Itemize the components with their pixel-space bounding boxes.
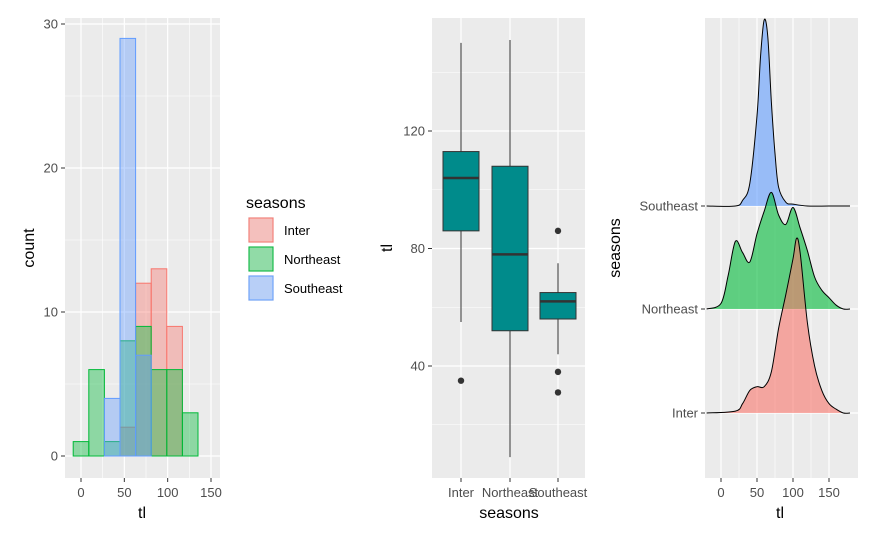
box-outlier-southeast: [554, 368, 562, 376]
box-y-tick-label: 40: [411, 359, 425, 374]
histogram-plot: 0 10 20 30 0 50 100 150 tl count: [21, 17, 222, 523]
ridge-y-tick-label: Northeast: [642, 302, 699, 317]
legend-label-northeast: Northeast: [284, 252, 341, 267]
hist-y-tick-label: 0: [51, 449, 58, 464]
hist-y-tick-label: 10: [44, 305, 58, 320]
hist-x-tick-label: 150: [200, 485, 222, 500]
box-outlier-inter: [457, 377, 465, 384]
hist-x-tick-label: 100: [157, 485, 179, 500]
histogram-y-axis-title: count: [21, 228, 38, 268]
legend-title: seasons: [246, 195, 306, 212]
legend-label-southeast: Southeast: [284, 281, 343, 296]
box-iqr-southeast: [539, 292, 577, 320]
legend: seasons Inter Northeast Southeast: [246, 195, 343, 301]
ridge-x-tick-label: 150: [818, 485, 840, 500]
ridgeline-y-axis-title: seasons: [607, 218, 624, 278]
legend-swatch-northeast: [248, 246, 274, 272]
box-iqr-inter: [442, 151, 480, 232]
boxplot-y-axis-title: tl: [379, 244, 396, 252]
legend-label-inter: Inter: [284, 223, 311, 238]
hist-bar-northeast: [166, 369, 183, 457]
legend-swatch-southeast: [248, 275, 274, 301]
hist-bar-northeast: [88, 369, 105, 457]
hist-x-tick-label: 0: [77, 485, 84, 500]
legend-swatch-inter: [248, 217, 274, 243]
ridge-x-tick-label: 0: [717, 485, 724, 500]
hist-bar-southeast: [103, 397, 121, 457]
boxplot-x-axis-title: seasons: [479, 505, 539, 522]
legend-key-bg: [248, 275, 274, 301]
hist-bar-southeast: [135, 354, 152, 457]
ridge-x-tick-label: 50: [750, 485, 764, 500]
box-x-tick-label: Inter: [448, 485, 475, 500]
ridge-y-tick-label: Inter: [672, 406, 699, 421]
hist-bar-northeast: [150, 369, 168, 457]
ridgeline-plot: Inter Northeast Southeast 0 50 100 150 tl seas…: [607, 18, 858, 522]
histogram-x-axis-title: tl: [138, 505, 146, 522]
ridge-area-northeast: [706, 192, 850, 310]
box-y-tick-label: 80: [411, 241, 425, 256]
box-x-tick-label: Northeast: [482, 485, 539, 500]
ridge-line-northeast: [706, 191, 851, 310]
legend-key-bg: [248, 246, 274, 272]
hist-y-tick-label: 30: [44, 17, 58, 32]
hist-y-tick-label: 20: [44, 161, 58, 176]
hist-bar-northeast: [72, 441, 90, 457]
box-iqr-northeast: [491, 165, 529, 332]
box-x-tick-label: Southeast: [529, 485, 588, 500]
hist-bar-northeast: [181, 412, 199, 457]
ridge-y-tick-label: Southeast: [639, 199, 698, 214]
histogram-panel: [65, 18, 220, 478]
hist-bar-southeast: [119, 37, 137, 457]
box-outlier-southeast: [554, 227, 562, 235]
box-y-tick-label: 120: [403, 124, 425, 139]
ridge-area-inter: [706, 237, 850, 414]
legend-key-bg: [248, 217, 274, 243]
ridge-line-inter: [706, 237, 851, 414]
ridge-x-tick-label: 100: [782, 485, 804, 500]
ridge-line-southeast: [706, 18, 850, 207]
hist-x-tick-label: 50: [117, 485, 131, 500]
ridgeline-x-axis-title: tl: [776, 505, 784, 522]
box-outlier-southeast: [554, 389, 562, 396]
